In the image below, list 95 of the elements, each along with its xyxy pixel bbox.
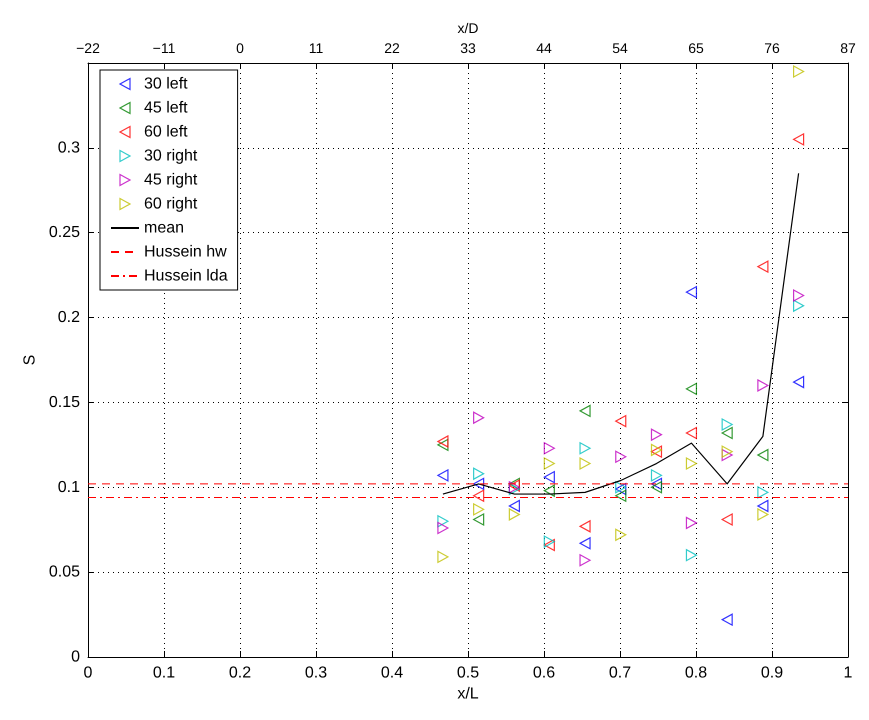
point — [508, 508, 520, 521]
x2-tick-label: 22 — [384, 40, 400, 56]
x2-tick-label: 76 — [764, 40, 780, 56]
point — [615, 490, 626, 502]
point — [722, 446, 733, 458]
point — [650, 428, 662, 441]
point — [544, 457, 555, 470]
y-tick-label: 0.15 — [48, 394, 80, 411]
legend-label: 30 left — [144, 76, 188, 92]
x-tick-label: 0 — [84, 664, 93, 682]
x2-axis-title: x/D — [458, 20, 478, 36]
point — [686, 286, 698, 298]
point — [615, 414, 626, 428]
point — [793, 376, 804, 388]
point — [473, 503, 484, 516]
point — [722, 426, 733, 440]
point — [793, 65, 804, 78]
point — [579, 457, 591, 470]
point — [757, 260, 768, 273]
point — [650, 469, 662, 482]
x2-tick-label: −11 — [152, 40, 176, 56]
legend-label: Hussein hw — [144, 244, 228, 260]
point — [615, 528, 626, 541]
legend-label: 45 left — [144, 100, 188, 116]
point — [579, 537, 591, 550]
x-tick-label: 0.3 — [304, 664, 328, 682]
point — [757, 500, 768, 512]
x-tick-label: 0.8 — [684, 664, 708, 682]
x-tick-label: 0.6 — [532, 664, 556, 682]
point — [615, 450, 626, 463]
legend-label: Hussein lda — [144, 268, 228, 284]
point — [437, 550, 449, 563]
x2-tick-label: 0 — [236, 40, 244, 56]
point — [473, 513, 484, 526]
y-tick-label: 0.1 — [58, 478, 80, 496]
x-axis-title: x/L — [457, 685, 479, 702]
x-tick-label: 0.4 — [380, 664, 404, 682]
point — [757, 486, 768, 498]
point — [437, 522, 449, 534]
point — [473, 468, 484, 480]
point — [473, 412, 484, 424]
y-axis-title: S — [21, 354, 38, 366]
point — [579, 554, 591, 566]
point — [722, 418, 733, 431]
point — [579, 404, 591, 418]
legend-label: 30 right — [144, 148, 198, 164]
point — [473, 490, 484, 502]
point — [686, 457, 698, 470]
y-tick-label: 0.25 — [48, 224, 80, 242]
point — [544, 442, 555, 454]
point — [757, 448, 768, 462]
point — [757, 508, 768, 521]
x-tick-label: 0.1 — [152, 664, 176, 682]
legend-label: mean — [144, 220, 184, 236]
point — [686, 549, 698, 562]
point — [508, 500, 520, 512]
point — [686, 426, 698, 440]
x2-tick-label: 87 — [840, 40, 856, 56]
point — [544, 471, 555, 484]
legend-label: 60 left — [144, 124, 188, 140]
point — [579, 520, 591, 532]
point — [473, 478, 484, 490]
point — [544, 484, 555, 497]
point — [722, 513, 733, 526]
x-tick-label: 0.9 — [760, 664, 784, 682]
x-tick-label: 1 — [844, 664, 853, 682]
point — [793, 300, 804, 312]
point — [650, 481, 662, 494]
point — [757, 379, 768, 392]
point — [579, 442, 591, 454]
x-tick-label: 0.5 — [456, 664, 480, 682]
legend-label: 60 right — [144, 196, 198, 212]
point — [437, 469, 449, 482]
point — [793, 133, 804, 146]
legend-label: 45 right — [144, 172, 198, 188]
point — [544, 535, 555, 548]
point — [544, 538, 555, 552]
y-tick-label: 0.05 — [48, 564, 80, 581]
point — [722, 614, 733, 626]
y-tick-label: 0.2 — [58, 309, 80, 326]
x2-tick-label: −22 — [76, 40, 100, 56]
point — [437, 515, 449, 528]
y-tick-label: 0 — [71, 648, 80, 666]
point — [686, 382, 698, 395]
x2-tick-label: 65 — [688, 40, 704, 56]
x2-tick-label: 11 — [308, 40, 324, 56]
x2-tick-label: 33 — [460, 40, 476, 56]
x-tick-label: 0.7 — [608, 664, 632, 682]
x2-tick-label: 44 — [536, 40, 552, 56]
point — [793, 289, 804, 302]
point — [686, 516, 698, 530]
x2-tick-label: 54 — [612, 40, 628, 56]
x-tick-label: 0.2 — [228, 664, 252, 682]
y-tick-label: 0.3 — [58, 139, 80, 156]
point — [437, 435, 449, 448]
